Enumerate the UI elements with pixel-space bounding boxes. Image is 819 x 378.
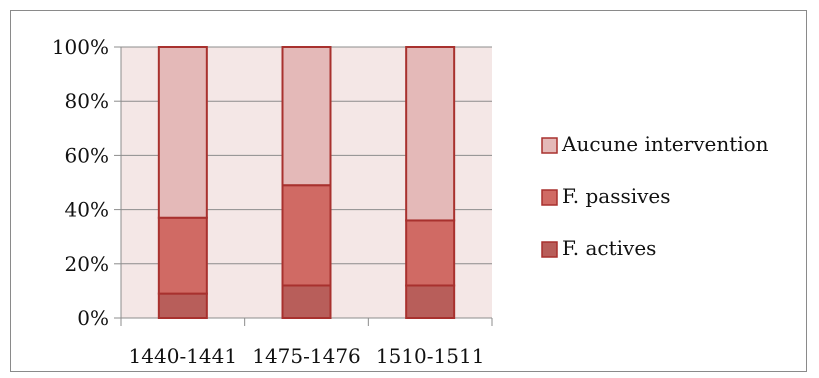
x-tick-label: 1510-1511 [376,344,485,368]
legend-label: Aucune intervention [561,132,769,156]
legend-swatch [541,241,558,258]
y-tick-label: 60% [65,143,109,167]
bar-segment [405,219,456,287]
legend-swatch [541,189,558,206]
y-tick-label: 80% [65,89,109,113]
x-tick-label: 1475-1476 [252,344,361,368]
x-tick-label: 1440-1441 [129,344,238,368]
y-tick-label: 100% [52,35,109,59]
y-tick-label: 0% [77,306,109,330]
bar-segment [405,284,456,320]
legend-swatch [541,137,558,154]
bar-segment [157,216,208,295]
y-tick-label: 20% [65,252,109,276]
y-tick-label: 40% [65,198,109,222]
bar-segment [405,46,456,222]
bar-segment [281,284,332,320]
bar-segment [281,46,332,187]
bar-segment [281,184,332,287]
legend-label: F. passives [562,184,671,208]
legend-label: F. actives [562,236,656,260]
bar-segment [157,292,208,319]
bar-segment [157,46,208,219]
